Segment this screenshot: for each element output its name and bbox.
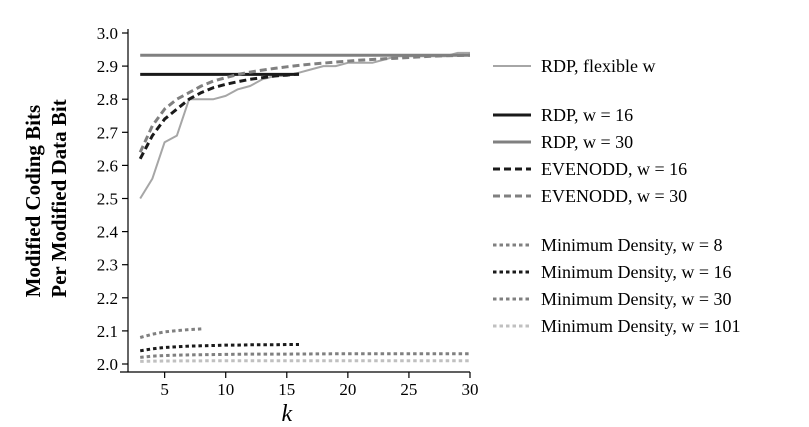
x-tick-label: 30 <box>462 380 479 399</box>
series-line <box>139 343 299 353</box>
series-line <box>138 53 471 153</box>
y-tick-label: 2.2 <box>97 289 118 308</box>
legend-label: EVENODD, w = 16 <box>541 159 687 179</box>
legend-label: Minimum Density, w = 101 <box>541 316 741 336</box>
series-line <box>138 72 300 160</box>
series-line <box>140 352 470 359</box>
y-tick-label: 2.8 <box>97 90 118 109</box>
y-tick-label: 2.1 <box>97 322 118 341</box>
y-tick-label: 2.0 <box>97 355 118 374</box>
x-ticks: 5 10 15 20 25 30 <box>160 372 479 399</box>
axes <box>120 29 470 373</box>
x-tick-label: 5 <box>160 380 169 399</box>
y-tick-label: 2.9 <box>97 57 118 76</box>
series-line <box>140 359 470 363</box>
x-tick-label: 20 <box>339 380 356 399</box>
y-tick-label: 2.4 <box>97 223 119 242</box>
plot-lines <box>138 51 471 363</box>
legend-label: EVENODD, w = 30 <box>541 186 687 206</box>
x-tick-label: 15 <box>278 380 295 399</box>
legend-label: RDP, w = 16 <box>541 105 633 125</box>
legend-label: RDP, w = 30 <box>541 132 633 152</box>
y-axis-title-line-2: Per Modified Data Bit <box>47 99 71 298</box>
y-tick-label: 3.0 <box>97 24 118 43</box>
x-tick-label: 10 <box>217 380 234 399</box>
y-ticks: 2.0 2.1 2.2 2.3 2.4 2.5 2.6 2.7 2.8 2.9 3.0 <box>97 24 128 374</box>
legend-label: Minimum Density, w = 16 <box>541 262 732 282</box>
y-tick-label: 2.3 <box>97 256 118 275</box>
y-tick-label: 2.5 <box>97 190 118 209</box>
legend-label: Minimum Density, w = 8 <box>541 235 723 255</box>
y-tick-label: 2.7 <box>97 123 119 142</box>
legend: RDP, flexible w RDP, w = 16 RDP, w = 30 EVE… <box>493 56 741 336</box>
x-tick-label: 25 <box>400 380 417 399</box>
series-line <box>139 327 202 339</box>
legend-label: RDP, flexible w <box>541 56 656 76</box>
legend-label: Minimum Density, w = 30 <box>541 289 732 309</box>
y-tick-label: 2.6 <box>97 156 118 175</box>
x-axis-title: k <box>281 401 292 427</box>
y-axis-title: Modified Coding Bits Per Modified Data B… <box>21 99 71 298</box>
y-axis-title-line-1: Modified Coding Bits <box>21 105 45 298</box>
